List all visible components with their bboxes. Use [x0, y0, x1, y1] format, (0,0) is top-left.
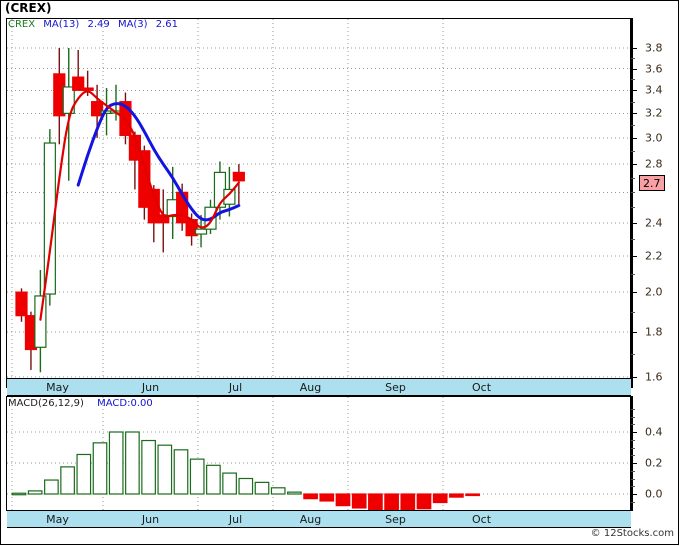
- macd-y-axis-tick-label: 0.0: [645, 487, 663, 501]
- month-label: Sep: [385, 381, 406, 394]
- y-axis-minor-tick: [631, 311, 635, 313]
- y-axis-tick-label: 3.6: [645, 62, 663, 76]
- macd-y-axis-tick-label: 0.4: [645, 425, 663, 439]
- macd-y-axis-minor-tick: [631, 470, 635, 472]
- macd-y-axis-minor-tick: [631, 447, 635, 449]
- macd-y-axis-minor-tick: [631, 424, 635, 426]
- y-axis-tick-mark: [631, 332, 637, 334]
- y-axis-tick-label: 1.8: [645, 325, 663, 339]
- y-axis-tick-label: 3.4: [645, 83, 663, 97]
- y-axis-tick-mark: [631, 90, 637, 92]
- y-axis-tick-mark: [631, 377, 637, 378]
- y-axis-minor-tick: [631, 79, 635, 81]
- copyright-watermark: © 12Stocks.com: [590, 528, 674, 539]
- legend-ma-slow-value: 2.49: [87, 19, 110, 30]
- macd-y-axis-minor-tick: [631, 439, 635, 441]
- macd-y-axis-tick-label: 0.2: [645, 456, 663, 470]
- month-label: Aug: [299, 513, 322, 526]
- y-axis-tick-mark: [631, 68, 637, 70]
- y-axis-tick-mark: [631, 292, 637, 294]
- price-x-axis-month-band: May Jun Jul Aug Sep Oct: [7, 378, 631, 396]
- legend-symbol: CREX: [8, 19, 36, 30]
- price-candlestick-svg: [7, 19, 630, 387]
- month-label: May: [46, 381, 69, 394]
- price-y-axis: 3.8 3.6 3.4 3.2 3.0 2.8 2.4 2.2 2.0 1.8 1.6 2.7: [631, 18, 679, 388]
- month-label: Aug: [299, 381, 322, 394]
- macd-y-axis-minor-tick: [631, 486, 635, 488]
- month-label: Oct: [471, 513, 492, 526]
- macd-legend-label: MACD(26,12,9): [8, 398, 84, 409]
- y-axis-tick-mark: [631, 255, 637, 257]
- month-label: Jul: [228, 381, 243, 394]
- last-price-tag: 2.7: [639, 174, 665, 191]
- y-axis-minor-tick: [631, 101, 635, 103]
- page-title: (CREX): [5, 1, 52, 15]
- y-axis-minor-tick: [631, 150, 635, 152]
- price-legend: CREX MA(13) 2.49 MA(3) 2.61: [8, 19, 183, 30]
- y-axis-minor-tick: [631, 177, 635, 179]
- y-axis-tick-mark: [631, 113, 637, 115]
- y-axis-minor-tick: [631, 273, 635, 275]
- y-axis-tick-label: 3.2: [645, 106, 663, 120]
- macd-y-axis-minor-tick: [631, 478, 635, 480]
- macd-y-axis-minor-tick: [631, 455, 635, 457]
- y-axis-tick-label: 2.8: [645, 157, 663, 171]
- y-axis-tick-label: 2.4: [645, 216, 663, 230]
- month-label: May: [46, 513, 69, 526]
- macd-legend: MACD(26,12,9) MACD:0.00: [8, 398, 153, 409]
- y-axis-minor-tick: [631, 207, 635, 209]
- macd-legend-value: MACD:0.00: [97, 398, 153, 409]
- month-label: Oct: [471, 381, 492, 394]
- y-axis-tick-mark: [631, 222, 637, 224]
- month-label: Jul: [228, 513, 243, 526]
- macd-y-axis-minor-tick: [631, 416, 635, 418]
- macd-y-axis-tick-mark: [631, 463, 637, 464]
- y-axis-tick-mark: [631, 137, 637, 139]
- legend-ma-fast-value: 2.61: [155, 19, 179, 30]
- macd-histogram-svg: [7, 397, 630, 510]
- macd-y-axis: 0.4 0.2 0.0: [631, 396, 679, 511]
- macd-plot-area: [7, 397, 630, 510]
- legend-ma-slow-label: MA(13): [43, 19, 80, 30]
- y-axis-tick-mark: [631, 164, 637, 166]
- macd-y-axis-tick-mark: [631, 494, 637, 495]
- price-plot-area: [7, 19, 630, 387]
- macd-y-axis-tick-mark: [631, 432, 637, 433]
- y-axis-tick-label: 3.0: [645, 131, 663, 145]
- macd-x-axis-month-band: May Jun Jul Aug Sep Oct: [7, 510, 631, 528]
- price-axis-line: [631, 18, 633, 388]
- month-label: Sep: [385, 513, 406, 526]
- y-axis-tick-label: 3.8: [645, 41, 663, 55]
- y-axis-minor-tick: [631, 192, 635, 194]
- month-label: Jun: [141, 381, 160, 394]
- y-axis-minor-tick: [631, 58, 635, 60]
- y-axis-minor-tick: [631, 125, 635, 127]
- y-axis-tick-label: 2.0: [645, 285, 663, 299]
- y-axis-tick-label: 1.6: [645, 370, 663, 384]
- y-axis-tick-mark: [631, 48, 637, 49]
- macd-y-axis-minor-tick: [631, 408, 635, 410]
- macd-y-axis-minor-tick: [631, 501, 635, 503]
- legend-ma-fast-label: MA(3): [117, 19, 148, 30]
- y-axis-minor-tick: [631, 238, 635, 240]
- y-axis-tick-label: 2.2: [645, 249, 663, 263]
- y-axis-minor-tick: [631, 353, 635, 355]
- macd-axis-line: [631, 396, 633, 511]
- month-label: Jun: [141, 513, 160, 526]
